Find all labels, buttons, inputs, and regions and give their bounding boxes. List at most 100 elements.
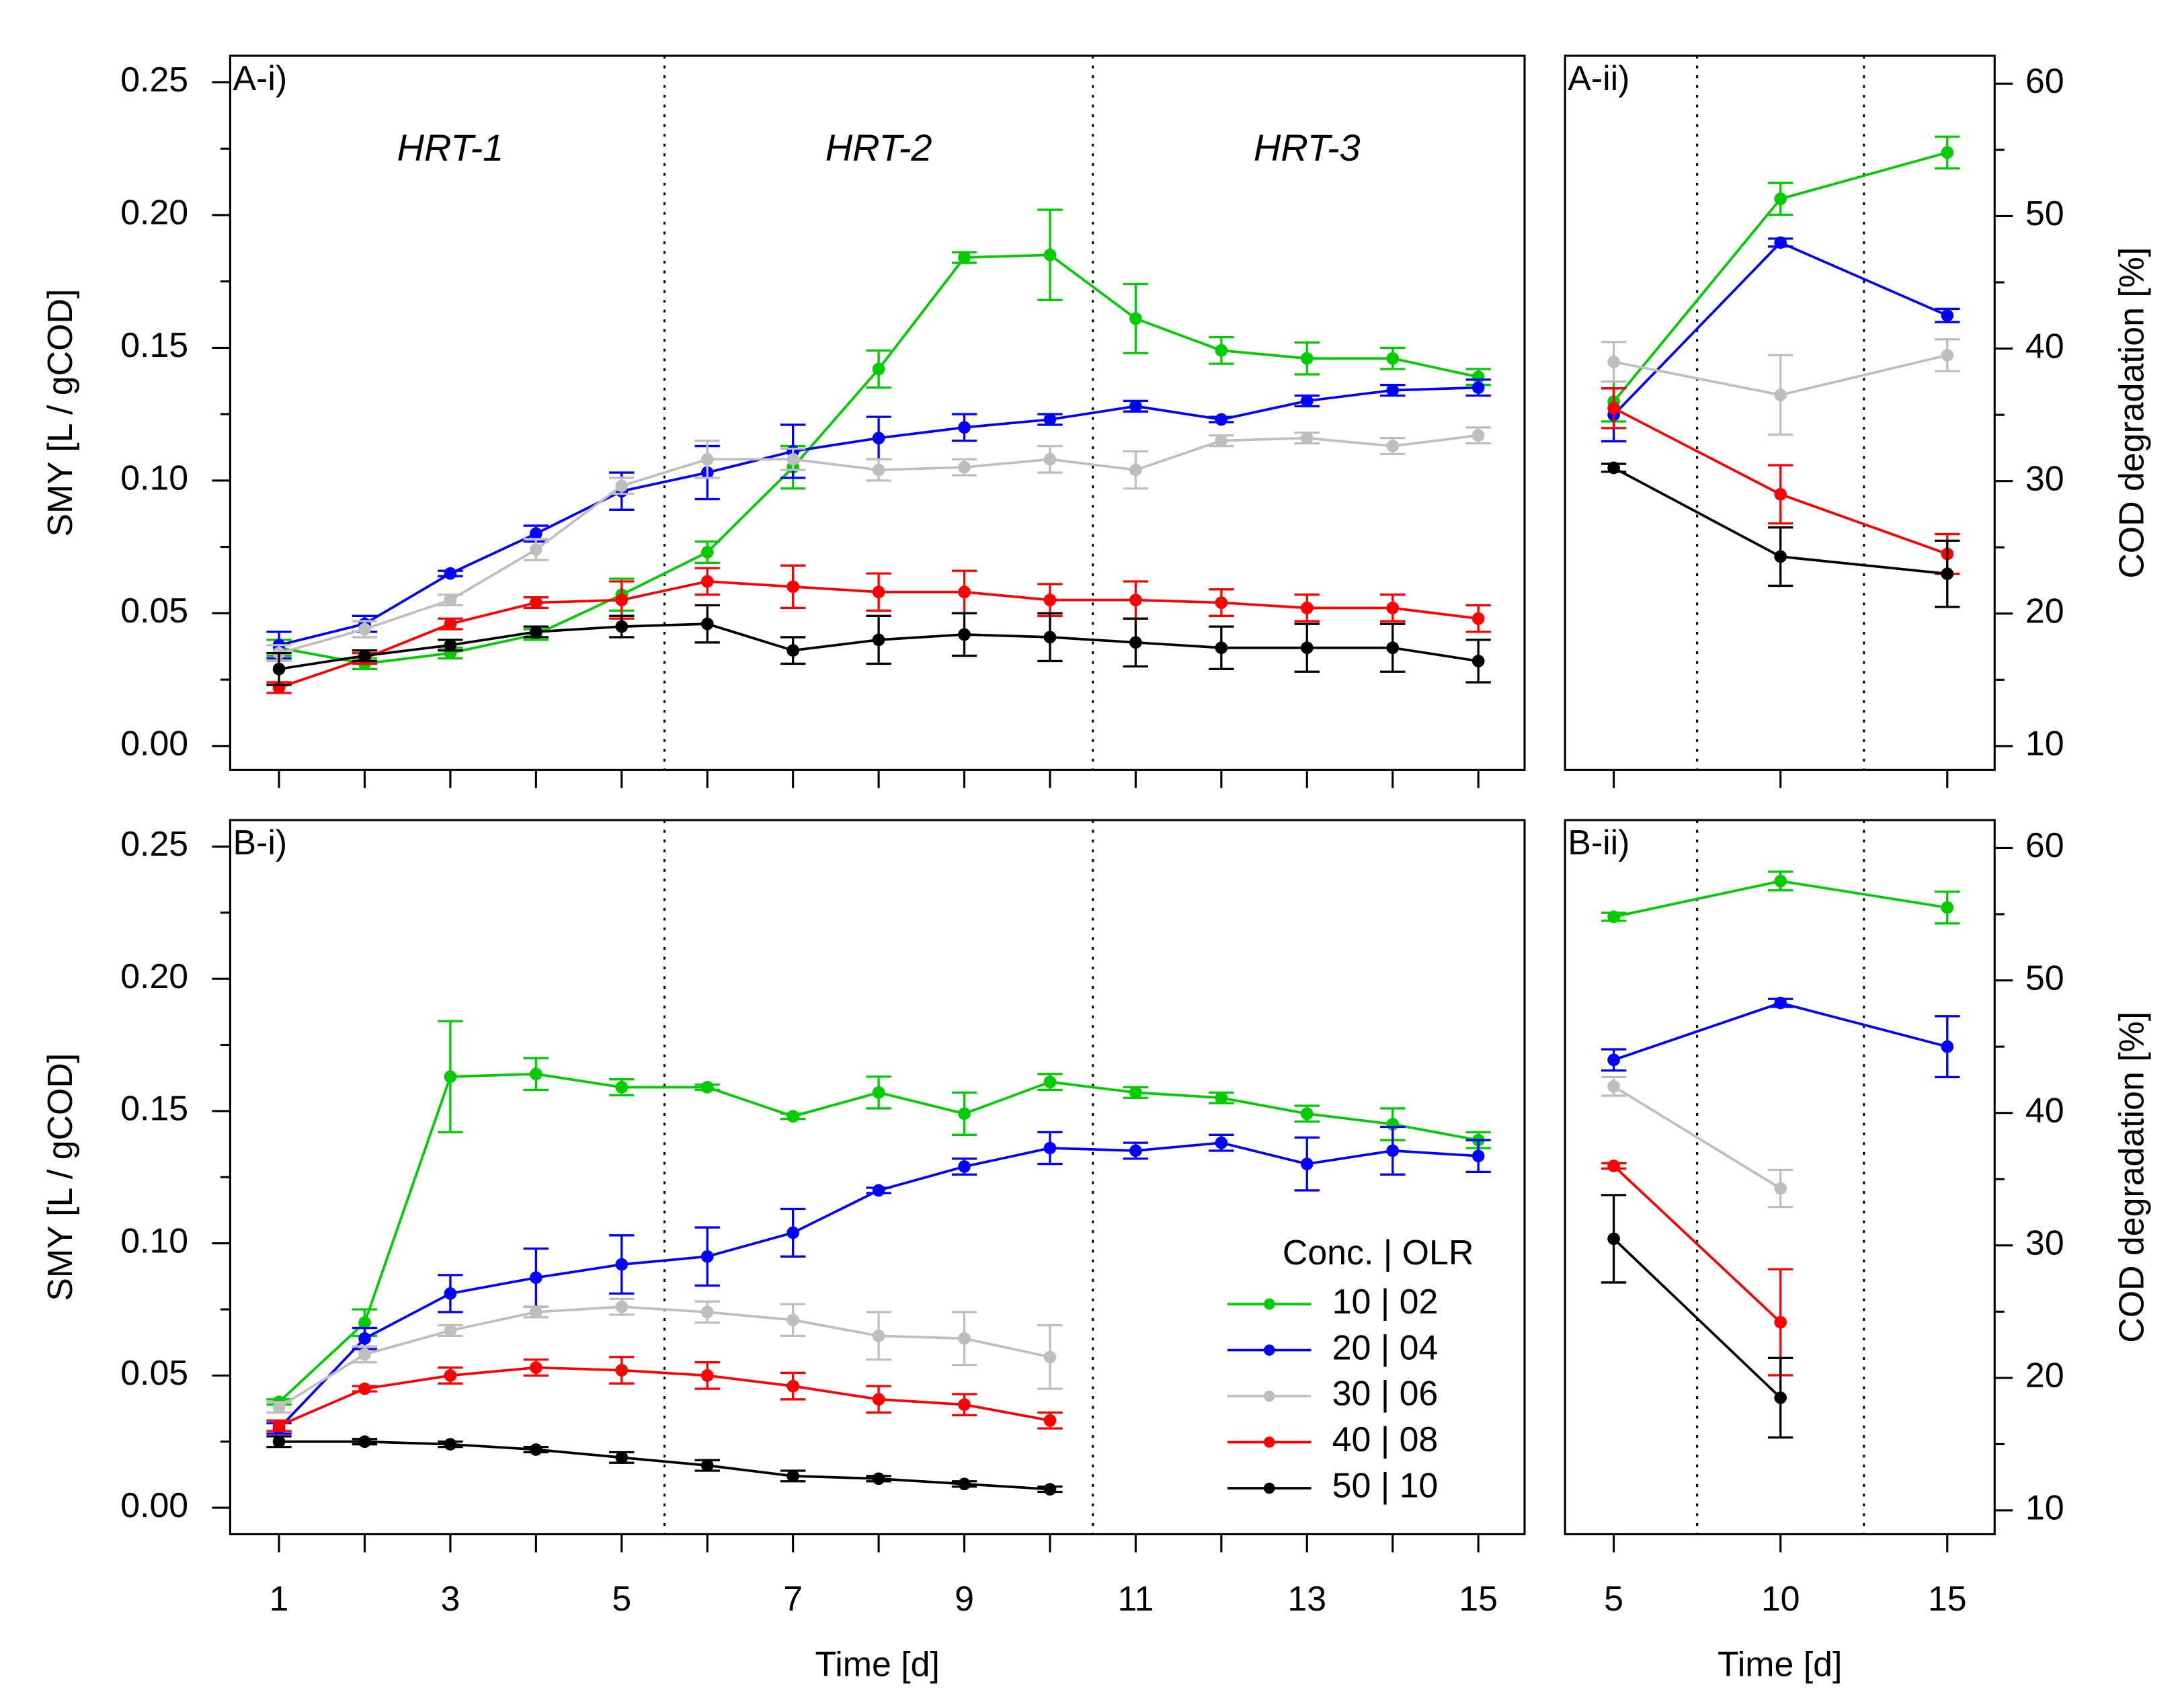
data-point bbox=[1215, 1136, 1228, 1149]
data-point bbox=[958, 1332, 971, 1345]
legend-marker bbox=[1263, 1482, 1275, 1494]
data-point bbox=[615, 1451, 629, 1464]
data-point bbox=[1043, 1141, 1057, 1155]
y2-tick-label: 20 bbox=[2025, 592, 2064, 631]
x-tick-label: 1 bbox=[270, 1579, 289, 1618]
data-point bbox=[700, 617, 714, 631]
x-tick-label: 13 bbox=[1287, 1579, 1326, 1618]
y-tick-label: 0.00 bbox=[120, 724, 188, 763]
data-point bbox=[530, 1305, 542, 1319]
data-point bbox=[700, 1081, 714, 1094]
data-point bbox=[1043, 248, 1057, 261]
data-point bbox=[444, 1287, 457, 1300]
data-point bbox=[700, 546, 714, 559]
data-point bbox=[1607, 1232, 1620, 1246]
data-point bbox=[615, 1300, 629, 1313]
data-point bbox=[1215, 596, 1228, 609]
data-point bbox=[1941, 901, 1954, 914]
data-point bbox=[1386, 602, 1400, 614]
data-point bbox=[615, 1258, 629, 1271]
data-point bbox=[787, 644, 799, 657]
data-point bbox=[1386, 384, 1400, 397]
data-point bbox=[958, 460, 971, 474]
y-axis-label: SMY [L / gCOD] bbox=[40, 1053, 79, 1301]
y-tick-label: 0.00 bbox=[120, 1486, 188, 1524]
data-point bbox=[272, 662, 286, 676]
series-line bbox=[1613, 1085, 1781, 1190]
data-point bbox=[1215, 641, 1228, 655]
data-point bbox=[615, 620, 629, 633]
data-point bbox=[1472, 655, 1485, 667]
data-point bbox=[1607, 461, 1620, 475]
data-point bbox=[1774, 389, 1787, 401]
data-point bbox=[1215, 413, 1228, 426]
y-tick-label: 0.10 bbox=[120, 458, 188, 497]
data-point bbox=[1774, 488, 1787, 501]
y2-tick-label: 60 bbox=[2025, 61, 2064, 100]
panel-label: B-i) bbox=[233, 823, 288, 862]
data-point bbox=[530, 1067, 542, 1081]
y2-axis-label: COD degradation [%] bbox=[2111, 247, 2150, 579]
data-point bbox=[272, 1401, 286, 1414]
series-line bbox=[1613, 1165, 1781, 1324]
data-point bbox=[958, 251, 971, 264]
data-point bbox=[1472, 381, 1485, 395]
legend-label: 30 | 06 bbox=[1332, 1374, 1439, 1413]
y-tick-label: 0.25 bbox=[120, 824, 188, 863]
data-point bbox=[358, 1382, 371, 1395]
data-point bbox=[872, 432, 885, 445]
data-point bbox=[1043, 1350, 1057, 1364]
data-point bbox=[444, 617, 457, 631]
legend-label: 50 | 10 bbox=[1332, 1466, 1439, 1505]
data-point bbox=[358, 649, 371, 662]
data-point bbox=[1607, 910, 1620, 924]
data-point bbox=[444, 1070, 457, 1084]
data-point bbox=[1043, 1075, 1057, 1088]
data-point bbox=[872, 1086, 885, 1099]
data-point bbox=[1300, 352, 1314, 365]
x-axis-label: Time [d] bbox=[815, 1644, 939, 1683]
data-point bbox=[1129, 312, 1142, 325]
data-point bbox=[1129, 1144, 1142, 1157]
data-point bbox=[958, 1160, 971, 1173]
panel-label: A-i) bbox=[233, 58, 288, 97]
y-tick-label: 0.20 bbox=[120, 957, 188, 995]
series-line bbox=[278, 1366, 1051, 1427]
data-point bbox=[1472, 429, 1485, 442]
data-point bbox=[615, 1081, 629, 1094]
data-point bbox=[787, 1379, 799, 1393]
data-point bbox=[1941, 567, 1954, 581]
data-point bbox=[1300, 641, 1314, 655]
y-tick-label: 0.05 bbox=[120, 1353, 188, 1392]
data-point bbox=[1941, 309, 1954, 322]
panel-label: A-ii) bbox=[1568, 58, 1629, 97]
y-axis-label: SMY [L / gCOD] bbox=[40, 289, 79, 537]
y2-tick-label: 20 bbox=[2025, 1356, 2064, 1395]
y-tick-label: 0.25 bbox=[120, 60, 188, 99]
data-point bbox=[615, 1364, 629, 1377]
data-point bbox=[958, 1477, 971, 1491]
data-point bbox=[1774, 236, 1787, 249]
x-tick-label: 9 bbox=[955, 1579, 974, 1618]
data-point bbox=[1386, 440, 1400, 452]
x-tick-label: 5 bbox=[1604, 1579, 1623, 1618]
data-point bbox=[872, 463, 885, 477]
legend-label: 40 | 08 bbox=[1332, 1420, 1439, 1459]
data-point bbox=[1607, 1080, 1620, 1093]
data-point bbox=[1607, 401, 1620, 415]
x-axis-label: Time [d] bbox=[1718, 1644, 1842, 1683]
data-point bbox=[1215, 1091, 1228, 1104]
y-tick-label: 0.10 bbox=[120, 1221, 188, 1260]
data-point bbox=[1215, 434, 1228, 447]
y2-tick-label: 40 bbox=[2025, 1090, 2064, 1129]
data-point bbox=[872, 362, 885, 376]
data-point bbox=[1300, 1107, 1314, 1121]
data-point bbox=[1043, 452, 1057, 466]
x-tick-label: 3 bbox=[440, 1579, 460, 1618]
data-point bbox=[444, 1369, 457, 1382]
data-point bbox=[1774, 550, 1787, 563]
data-point bbox=[1941, 349, 1954, 362]
y2-tick-label: 10 bbox=[2025, 724, 2064, 763]
